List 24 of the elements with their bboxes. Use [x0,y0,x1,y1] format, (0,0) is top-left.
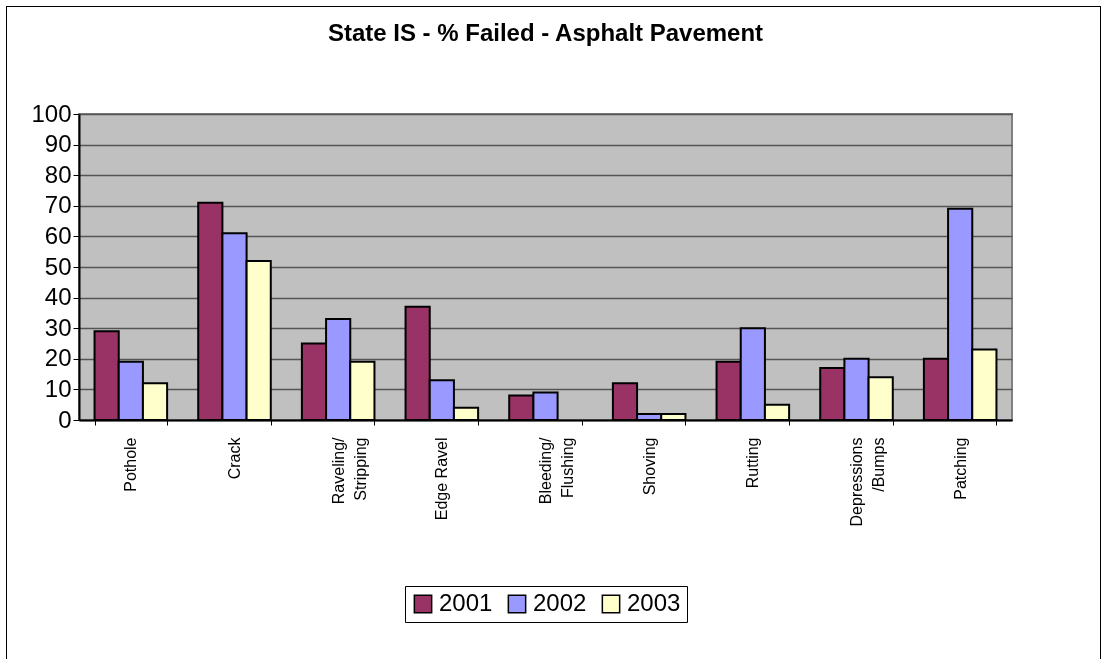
y-tick-label: 70 [44,191,72,219]
legend-label: 2003 [627,589,681,616]
x-tick-label: Rutting [744,437,762,489]
x-tick-label: Bleeding/ Flushing [537,436,576,505]
y-tick-label: 80 [44,160,72,188]
legend-label: 2002 [533,589,587,616]
x-tick-label: Crack [226,436,243,480]
y-tick-label: 0 [58,405,72,433]
chart-title: State IS - % Failed - Asphalt Pavement [327,19,764,46]
x-tick-label: Patching [951,437,969,500]
x-tick-label: Shoving [640,437,658,496]
y-tick-label: 100 [31,99,72,127]
legend-label: 2001 [439,589,493,616]
y-tick-label: 10 [44,374,72,402]
x-tick-label: Edge Ravel [433,437,451,521]
y-tick-label: 20 [44,344,72,372]
x-tick-label: Depressions /Bumps [848,437,887,527]
x-tick-label: Raveling/ Stripping [329,436,369,505]
x-tick-label: Pothole [122,437,140,492]
y-tick-label: 90 [44,130,72,158]
y-tick-label: 30 [44,313,72,341]
y-tick-label: 60 [44,221,72,249]
y-tick-label: 40 [44,283,72,311]
y-tick-label: 50 [44,252,72,280]
